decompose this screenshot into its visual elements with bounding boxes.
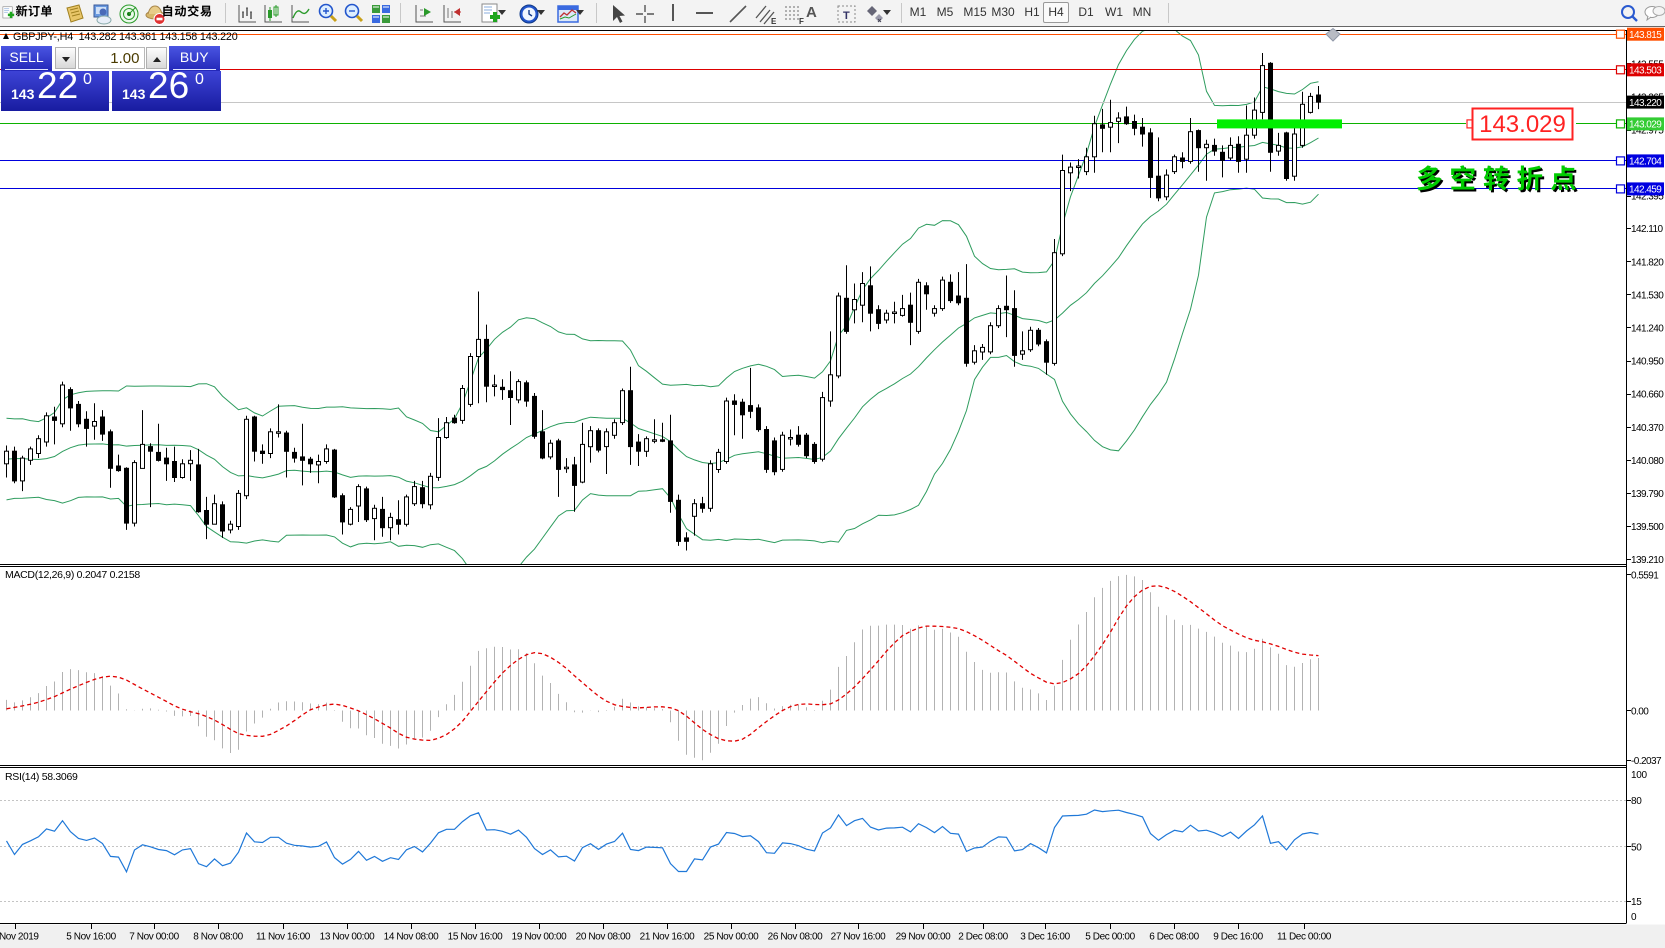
svg-text:7 Nov 00:00: 7 Nov 00:00 (129, 932, 179, 943)
svg-text:142.110: 142.110 (1631, 224, 1664, 235)
svg-text:139.500: 139.500 (1631, 522, 1664, 533)
svg-text:140.080: 140.080 (1631, 456, 1664, 467)
svg-text:8 Nov 08:00: 8 Nov 08:00 (193, 932, 243, 943)
svg-text:15: 15 (1631, 897, 1642, 908)
svg-text:139.210: 139.210 (1631, 555, 1664, 566)
svg-text:2 Dec 08:00: 2 Dec 08:00 (958, 932, 1008, 943)
svg-text:140.950: 140.950 (1631, 357, 1664, 368)
svg-text:GBPJPY-,H4 143.282 143.361 14: GBPJPY-,H4 143.282 143.361 143.158 143.2… (13, 31, 238, 43)
svg-text:142.975: 142.975 (1631, 126, 1664, 137)
svg-text:141.530: 141.530 (1631, 290, 1664, 301)
svg-text:143.029: 143.029 (1629, 120, 1662, 131)
svg-text:140.370: 140.370 (1631, 423, 1664, 434)
svg-text:80: 80 (1631, 796, 1642, 807)
svg-text:F: F (799, 17, 804, 26)
svg-text:0.00: 0.00 (1631, 706, 1649, 717)
svg-text:3 Dec 16:00: 3 Dec 16:00 (1020, 932, 1070, 943)
svg-text:139.790: 139.790 (1631, 489, 1664, 500)
svg-text:142.704: 142.704 (1629, 157, 1662, 168)
svg-text:T: T (843, 10, 850, 22)
svg-text:5 Dec 00:00: 5 Dec 00:00 (1085, 932, 1135, 943)
svg-text:MACD(12,26,9) 0.2047 0.2158: MACD(12,26,9) 0.2047 0.2158 (5, 569, 140, 581)
svg-text:142.395: 142.395 (1631, 192, 1664, 203)
svg-text:27 Nov 16:00: 27 Nov 16:00 (831, 932, 887, 943)
svg-text:RSI(14) 58.3069: RSI(14) 58.3069 (5, 771, 78, 783)
svg-text:142.459: 142.459 (1629, 185, 1662, 196)
svg-text:26 Nov 08:00: 26 Nov 08:00 (768, 932, 824, 943)
svg-text:29 Nov 00:00: 29 Nov 00:00 (896, 932, 952, 943)
svg-text:4 Nov 2019: 4 Nov 2019 (0, 932, 39, 943)
svg-text:143.503: 143.503 (1629, 66, 1662, 77)
svg-text:25 Nov 00:00: 25 Nov 00:00 (704, 932, 760, 943)
svg-text:-0.2037: -0.2037 (1631, 756, 1662, 767)
svg-text:19 Nov 00:00: 19 Nov 00:00 (512, 932, 568, 943)
svg-text:143.029: 143.029 (1479, 111, 1566, 138)
svg-text:15 Nov 16:00: 15 Nov 16:00 (448, 932, 504, 943)
svg-text:143.220: 143.220 (1629, 98, 1662, 109)
svg-text:9 Dec 16:00: 9 Dec 16:00 (1213, 932, 1263, 943)
svg-text:141.820: 141.820 (1631, 257, 1664, 268)
svg-text:0: 0 (1631, 912, 1637, 923)
svg-text:140.660: 140.660 (1631, 390, 1664, 401)
svg-text:E: E (771, 17, 777, 26)
svg-text:13 Nov 00:00: 13 Nov 00:00 (320, 932, 376, 943)
svg-text:21 Nov 16:00: 21 Nov 16:00 (640, 932, 696, 943)
svg-text:11 Nov 16:00: 11 Nov 16:00 (256, 932, 311, 943)
svg-text:11 Dec 00:00: 11 Dec 00:00 (1277, 932, 1332, 943)
svg-text:141.240: 141.240 (1631, 324, 1664, 335)
svg-text:6 Dec 08:00: 6 Dec 08:00 (1149, 932, 1199, 943)
svg-text:14 Nov 08:00: 14 Nov 08:00 (384, 932, 440, 943)
svg-text:20 Nov 08:00: 20 Nov 08:00 (576, 932, 632, 943)
svg-text:143.815: 143.815 (1629, 30, 1662, 41)
svg-text:0.5591: 0.5591 (1631, 570, 1659, 581)
svg-text:5 Nov 16:00: 5 Nov 16:00 (66, 932, 116, 943)
svg-text:100: 100 (1631, 770, 1648, 781)
svg-text:50: 50 (1631, 842, 1642, 853)
